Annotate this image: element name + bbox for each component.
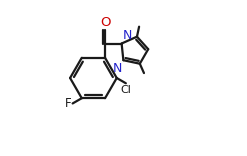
Text: O: O <box>101 16 111 29</box>
Text: Cl: Cl <box>121 85 132 95</box>
Text: N: N <box>113 62 122 75</box>
Text: F: F <box>65 97 71 110</box>
Text: N: N <box>122 29 132 42</box>
